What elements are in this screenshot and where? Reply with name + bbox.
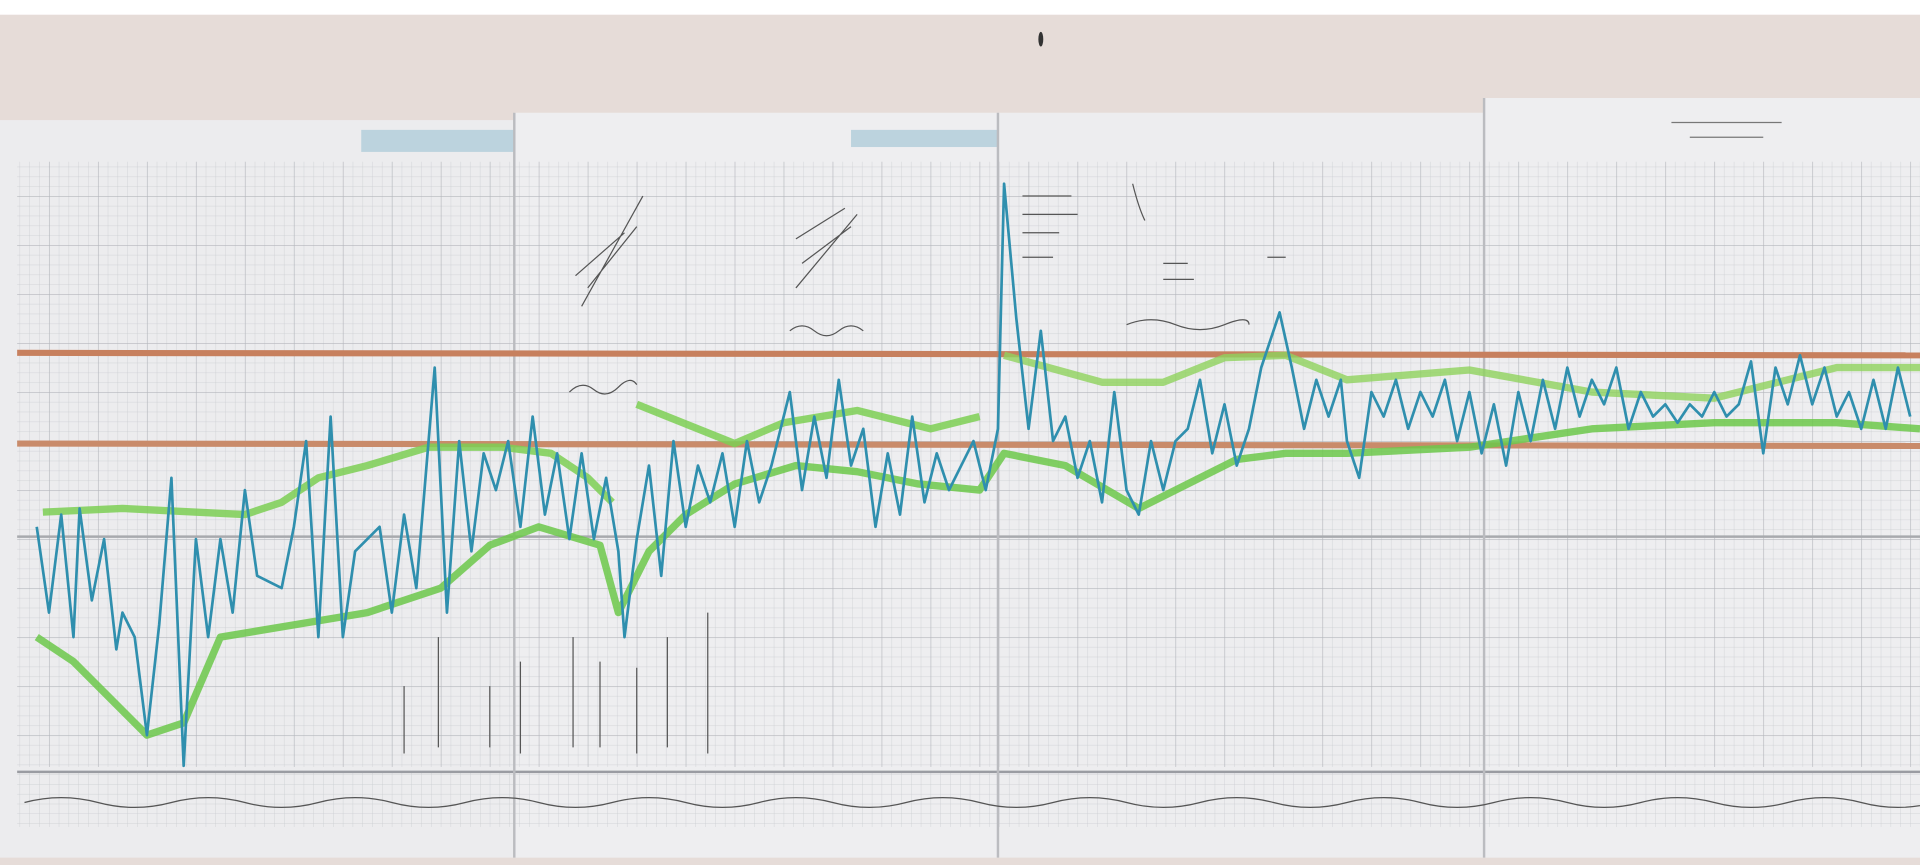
photo	[0, 0, 1920, 865]
reference-line	[17, 353, 1920, 355]
label-strip	[361, 130, 514, 152]
page: {} html, body { margin: 0; padding: 0; w…	[0, 0, 1920, 865]
top-edge	[0, 0, 1920, 15]
label-strip	[851, 130, 998, 147]
grid-areas	[17, 98, 1920, 858]
reference-line	[17, 444, 1920, 446]
photo-scene	[0, 0, 1920, 865]
nail	[1038, 32, 1043, 47]
